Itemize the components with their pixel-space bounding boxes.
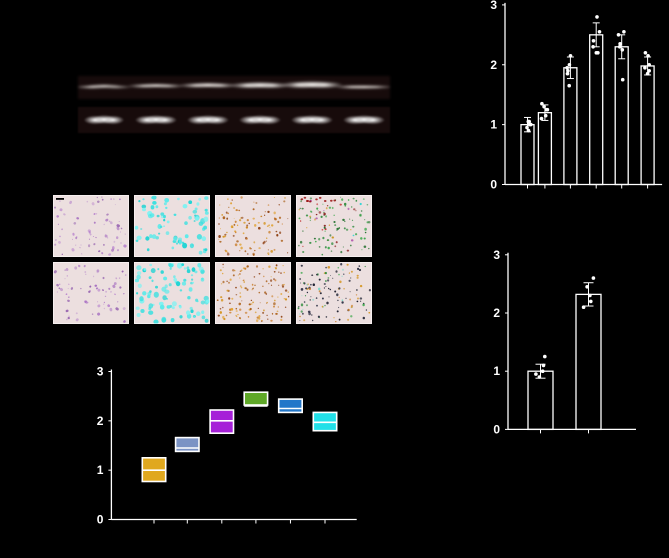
svg-text:1: 1 [97, 463, 104, 477]
svg-text:0: 0 [97, 513, 104, 527]
svg-text:2: 2 [97, 414, 104, 428]
svg-text:3: 3 [97, 365, 104, 379]
